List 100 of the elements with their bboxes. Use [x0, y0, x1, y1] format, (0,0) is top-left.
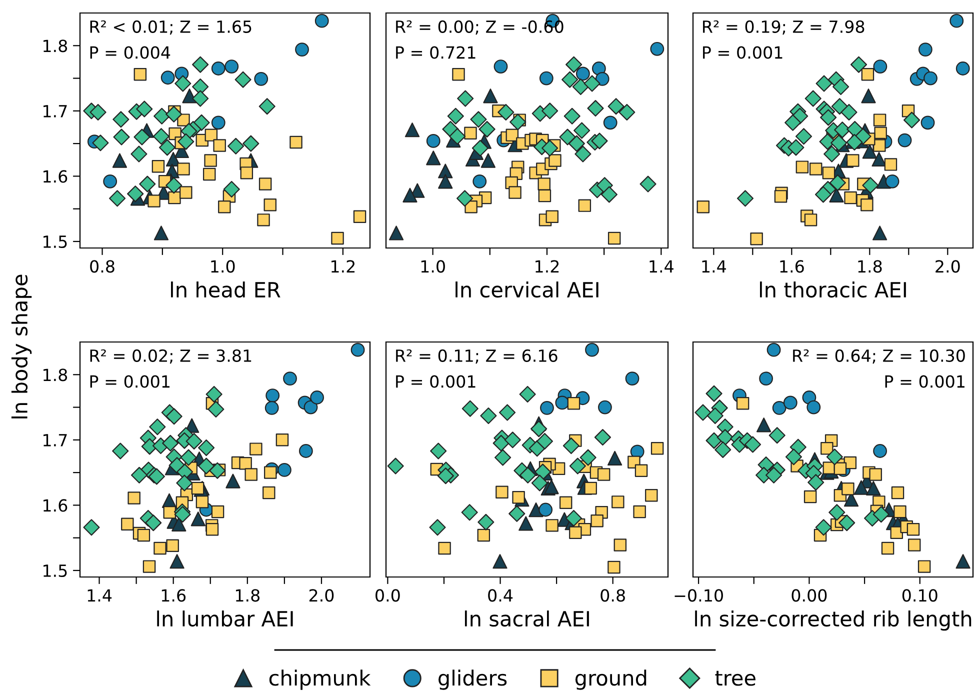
- point: [716, 429, 734, 446]
- point: [277, 462, 292, 477]
- point: [790, 438, 806, 456]
- point: [614, 538, 627, 552]
- point: [218, 200, 231, 214]
- point: [449, 128, 466, 145]
- point: [576, 66, 590, 81]
- point: [258, 178, 272, 190]
- point: [504, 432, 521, 448]
- point: [154, 108, 170, 124]
- point: [736, 190, 754, 207]
- point: [162, 434, 179, 452]
- point: [512, 490, 525, 504]
- point: [587, 100, 604, 117]
- x-tick-label: 0.8: [90, 260, 114, 273]
- y-tick-label: 1.8: [44, 368, 68, 382]
- point: [608, 560, 620, 574]
- point: [756, 418, 772, 432]
- point: [774, 190, 788, 203]
- point: [567, 396, 580, 410]
- point: [112, 111, 130, 128]
- annotation: P = 0.001: [885, 375, 964, 388]
- point: [137, 528, 150, 542]
- point: [134, 68, 147, 81]
- point: [264, 400, 279, 415]
- point: [193, 114, 210, 131]
- point: [202, 168, 216, 181]
- point: [531, 474, 548, 492]
- point: [264, 466, 277, 479]
- point: [861, 88, 876, 104]
- point: [816, 75, 832, 92]
- point: [759, 372, 773, 386]
- point: [568, 135, 585, 152]
- point: [310, 390, 324, 404]
- point: [470, 111, 487, 128]
- point: [830, 134, 848, 152]
- x-tick-label: 1.4: [702, 260, 726, 272]
- point: [590, 514, 604, 528]
- point: [838, 514, 856, 532]
- point: [908, 538, 921, 552]
- point: [331, 232, 344, 245]
- point: [808, 474, 824, 491]
- point: [298, 444, 313, 458]
- point: [809, 162, 822, 176]
- x-tick-label: −0.10: [674, 589, 723, 602]
- point: [180, 186, 192, 199]
- point: [190, 512, 206, 526]
- point: [211, 62, 226, 76]
- point: [494, 60, 508, 74]
- point: [166, 106, 182, 122]
- point: [538, 189, 552, 202]
- point: [804, 90, 822, 107]
- point: [112, 442, 129, 460]
- point: [562, 71, 578, 88]
- point: [496, 486, 508, 499]
- y-axis-title: ln body shape: [11, 274, 32, 418]
- point: [404, 122, 420, 138]
- point: [426, 134, 440, 148]
- point: [918, 42, 932, 57]
- point: [650, 442, 664, 455]
- point: [548, 154, 562, 167]
- point: [736, 396, 750, 410]
- point: [785, 448, 802, 466]
- point: [569, 526, 582, 539]
- x-tick-label: 1.4: [88, 589, 112, 602]
- point: [873, 114, 886, 126]
- point: [139, 176, 156, 192]
- point: [872, 152, 886, 167]
- point: [891, 486, 904, 500]
- point: [276, 434, 289, 446]
- point: [456, 190, 474, 207]
- point: [166, 539, 179, 552]
- point: [574, 122, 590, 139]
- point: [480, 407, 497, 424]
- point: [815, 519, 832, 536]
- point: [127, 186, 144, 202]
- point: [198, 439, 215, 456]
- y-tick-label: 1.8: [44, 40, 68, 52]
- point: [872, 506, 890, 523]
- point: [149, 418, 166, 436]
- point: [204, 154, 217, 167]
- point: [257, 214, 270, 226]
- point: [862, 144, 877, 159]
- point: [198, 458, 215, 474]
- point: [924, 71, 938, 86]
- point: [806, 400, 821, 414]
- point: [196, 496, 209, 508]
- point: [540, 400, 554, 415]
- annotation: P = 0.001: [90, 375, 170, 388]
- annotation: R² = 0.02; Z = 3.81: [90, 349, 252, 364]
- point: [706, 385, 722, 402]
- point: [142, 560, 156, 573]
- y-tick-label: 1.6: [44, 499, 68, 512]
- point: [180, 449, 197, 466]
- point: [822, 166, 836, 180]
- point: [874, 126, 887, 140]
- point: [842, 482, 854, 496]
- point: [388, 226, 404, 240]
- point: [109, 190, 126, 207]
- point: [956, 62, 970, 76]
